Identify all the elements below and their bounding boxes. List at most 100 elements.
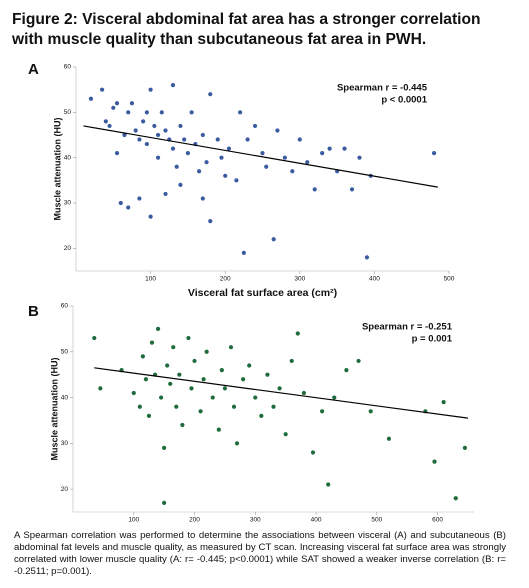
point	[219, 367, 224, 373]
point	[216, 427, 221, 432]
y-tick-label: 60	[64, 64, 72, 71]
y-tick-label: 50	[64, 109, 72, 116]
point	[310, 450, 316, 455]
point	[185, 151, 190, 156]
x-tick-label: 400	[369, 276, 380, 283]
point	[196, 169, 202, 174]
point	[155, 155, 161, 160]
point	[431, 151, 437, 156]
trend-line	[94, 367, 469, 419]
x-tick-label: 500	[444, 276, 455, 283]
point	[155, 132, 161, 138]
point	[170, 83, 176, 88]
point	[204, 349, 209, 354]
point	[152, 123, 157, 129]
y-tick-label: 20	[64, 245, 72, 252]
point	[163, 128, 168, 133]
point	[155, 326, 161, 331]
point	[241, 377, 246, 382]
point	[290, 169, 295, 174]
point	[149, 340, 155, 345]
point	[260, 151, 265, 156]
point	[140, 354, 145, 359]
point	[210, 395, 215, 400]
point	[245, 137, 250, 142]
point	[234, 441, 240, 446]
point	[441, 400, 446, 405]
point	[143, 377, 149, 382]
point	[356, 358, 361, 364]
y-tick-label: 30	[61, 440, 69, 447]
point	[252, 123, 258, 129]
point	[182, 137, 187, 142]
panel-label: A	[28, 61, 39, 78]
point	[297, 137, 302, 142]
annotation: p < 0.0001	[381, 95, 427, 106]
point	[275, 128, 280, 133]
y-tick-label: 40	[64, 154, 72, 161]
point	[114, 101, 120, 106]
point	[126, 110, 131, 115]
point	[162, 500, 167, 505]
point	[259, 413, 264, 418]
point	[98, 386, 103, 391]
point	[305, 160, 310, 165]
point	[163, 191, 168, 197]
point	[198, 409, 203, 414]
point	[320, 151, 325, 156]
x-tick-label: 500	[371, 517, 382, 524]
point	[148, 87, 153, 92]
panel-b: B2030405060100200300400500600Subcutaneou…	[28, 303, 474, 528]
point	[265, 372, 270, 377]
point	[100, 87, 105, 92]
point	[92, 335, 97, 341]
point	[171, 345, 176, 350]
point	[219, 155, 224, 160]
panel-a: A 20 30 40 50 60 100 200 300 400 500 Visceral fat s…	[28, 61, 455, 299]
point	[103, 119, 108, 124]
point	[320, 409, 325, 414]
point	[215, 137, 220, 142]
point	[312, 187, 317, 192]
point	[200, 132, 205, 138]
annotation: Spearman r = -0.445	[337, 83, 428, 94]
point	[137, 196, 142, 201]
point	[186, 335, 191, 341]
point	[131, 390, 136, 396]
point	[344, 367, 349, 373]
title-line: Figure 2: Visceral abdominal fat area ha…	[12, 11, 481, 28]
point	[208, 219, 213, 224]
point	[174, 164, 179, 169]
point	[178, 182, 183, 187]
point	[111, 105, 116, 110]
point	[122, 132, 127, 138]
point	[223, 173, 228, 178]
point	[158, 395, 164, 400]
point	[253, 395, 258, 400]
point	[364, 255, 370, 260]
point	[177, 372, 182, 377]
point	[238, 110, 243, 115]
x-tick-label: 600	[432, 517, 443, 524]
point	[168, 381, 173, 386]
point	[180, 422, 185, 428]
point	[228, 345, 234, 350]
point	[201, 377, 206, 382]
point	[137, 404, 142, 409]
point	[159, 110, 164, 115]
point	[271, 404, 276, 409]
point	[208, 92, 213, 97]
figure-title: Figure 2: Visceral abdominal fat area ha…	[12, 10, 481, 50]
y-tick-label: 30	[64, 200, 72, 207]
point	[204, 160, 209, 165]
point	[264, 164, 269, 169]
point	[289, 358, 294, 364]
x-axis-label: Visceral fat surface area (cm²)	[188, 287, 337, 299]
x-tick-label: 200	[220, 276, 231, 283]
point	[349, 187, 355, 192]
x-tick-label: 100	[128, 517, 139, 524]
point	[144, 141, 149, 147]
point	[192, 358, 197, 364]
point	[162, 445, 167, 451]
annotation: p = 0.001	[412, 334, 453, 345]
